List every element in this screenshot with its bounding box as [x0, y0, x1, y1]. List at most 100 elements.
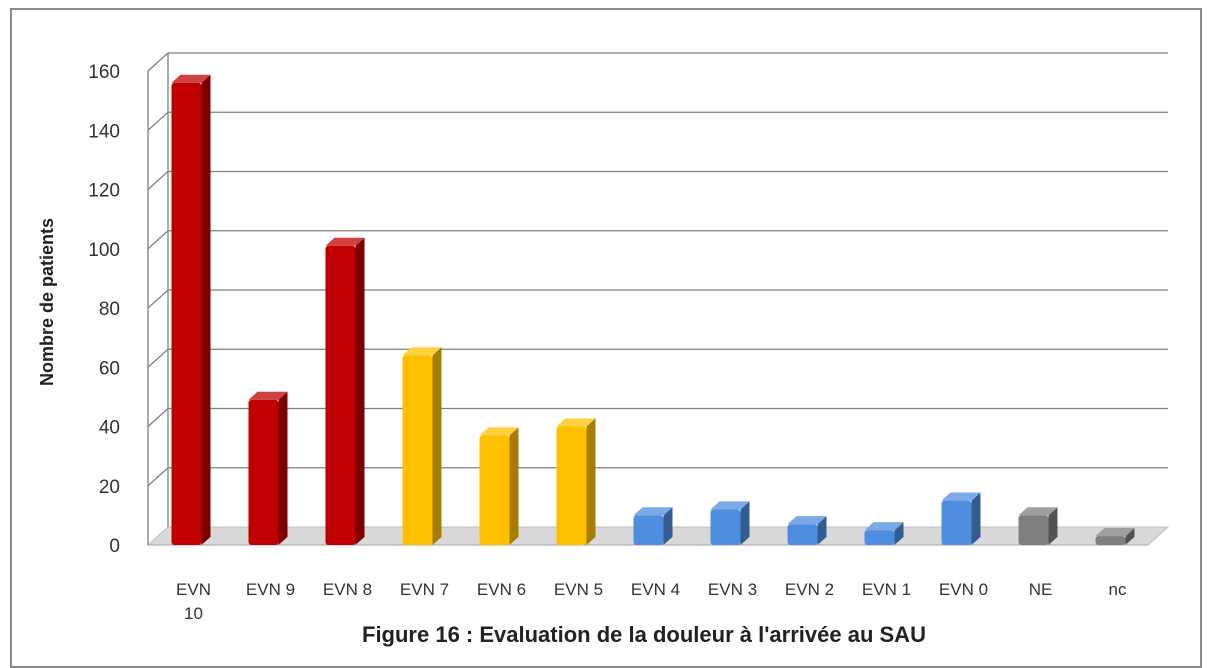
gridline-depth [147, 467, 169, 487]
bars [171, 74, 1135, 545]
x-tick-label-line: EVN 4 [631, 580, 680, 599]
x-tick-label: EVN 2 [785, 580, 834, 599]
bar-front [633, 515, 664, 545]
x-tick-label-line: EVN [176, 580, 211, 599]
bar-front [1018, 515, 1049, 545]
x-tick-label-line: EVN 6 [477, 580, 526, 599]
bar-side [278, 391, 288, 545]
y-axis-label: Nombre de patients [37, 218, 57, 386]
x-tick-label-line: nc [1109, 580, 1127, 599]
bar-top [1095, 528, 1135, 537]
x-tick-label: NE [1029, 580, 1053, 599]
gridline-depth [147, 171, 169, 190]
y-tick-label: 80 [99, 299, 120, 320]
bar-front [710, 509, 741, 545]
bar-side [663, 507, 673, 545]
y-tick-label: 60 [99, 358, 120, 379]
bar-side [509, 427, 519, 545]
bar-side [740, 501, 750, 545]
bar [710, 501, 750, 545]
x-tick-label: EVN 10 [176, 580, 211, 623]
bar-top [1018, 507, 1058, 516]
y-tick-label: 40 [99, 418, 120, 439]
gridline-depth [147, 230, 169, 250]
x-tick-label: EVN 9 [246, 580, 295, 599]
bar [1018, 507, 1058, 545]
bar-top [633, 507, 673, 516]
x-tick-label-line: EVN 8 [323, 580, 372, 599]
bar-top [479, 427, 519, 436]
y-tick-label: 140 [88, 121, 120, 142]
bar [171, 74, 211, 545]
bar [633, 507, 673, 545]
bar-front [1095, 536, 1126, 545]
bar-front [402, 355, 433, 545]
gridlines [147, 52, 1168, 487]
gridline-depth [147, 348, 169, 368]
x-tick-label: EVN 5 [554, 580, 603, 599]
y-tick-label: 120 [88, 181, 120, 202]
bar-side [817, 516, 827, 545]
bar [556, 418, 596, 545]
bar-side [201, 74, 211, 545]
bar-side [432, 347, 442, 545]
x-tick-label: EVN 7 [400, 580, 449, 599]
x-tick-label: EVN 8 [323, 580, 372, 599]
bar-top [864, 522, 904, 531]
gridline-depth [147, 408, 169, 427]
y-tick-label: 160 [88, 62, 120, 83]
bar [402, 347, 442, 545]
bar-front [864, 530, 895, 545]
bar [864, 522, 904, 545]
bar [248, 391, 288, 545]
axes [146, 53, 1170, 546]
bar-side [894, 522, 904, 545]
bar-front [787, 524, 818, 545]
bar-top [248, 391, 288, 400]
bar-side [586, 418, 596, 545]
bar [787, 516, 827, 545]
x-tick-label-line: EVN 7 [400, 580, 449, 599]
bar-front [171, 82, 202, 545]
bar-front [941, 500, 972, 545]
chart-title: Figure 16 : Evaluation de la douleur à l… [362, 622, 926, 647]
y-tick-label: 0 [109, 536, 120, 557]
x-tick-label-line: EVN 2 [785, 580, 834, 599]
x-tick-label-line: EVN 9 [246, 580, 295, 599]
x-tick-label-line: EVN 3 [708, 580, 757, 599]
bar-top [325, 237, 365, 246]
x-tick-label-line: NE [1029, 580, 1053, 599]
bar [325, 237, 365, 545]
bar [1095, 528, 1135, 545]
bar-side [355, 237, 365, 545]
bar-top [556, 418, 596, 427]
bar [941, 492, 981, 545]
bar-front [556, 426, 587, 545]
x-tick-label: EVN 6 [477, 580, 526, 599]
bar-top [941, 492, 981, 501]
bar-side [971, 492, 981, 545]
gridline-depth [147, 289, 169, 309]
x-tick-labels: EVN 10 EVN 9 EVN 8 EVN 7 EVN 6 EVN 5 EVN 4 EVN 3… [176, 580, 1127, 623]
bar-front [325, 245, 356, 545]
y-tick-labels: 0 20 40 60 80 100 120 140 160 [88, 62, 120, 557]
bar-side [1125, 528, 1135, 545]
bar-front [248, 399, 279, 545]
x-tick-label: EVN 0 [939, 580, 988, 599]
bar-top [171, 74, 211, 83]
gridline-depth [147, 111, 169, 131]
bar-top [710, 501, 750, 510]
x-tick-label: EVN 3 [708, 580, 757, 599]
bar-top [787, 516, 827, 525]
y-tick-label: 20 [99, 477, 120, 498]
x-tick-label-line: EVN 0 [939, 580, 988, 599]
bar-side [1048, 507, 1058, 545]
bar-top [402, 347, 442, 356]
x-tick-label-line: EVN 1 [862, 580, 911, 599]
gridline-depth [147, 52, 169, 72]
bar [479, 427, 519, 545]
x-tick-label: nc [1109, 580, 1127, 599]
x-tick-label: EVN 1 [862, 580, 911, 599]
x-tick-label-line: EVN 5 [554, 580, 603, 599]
